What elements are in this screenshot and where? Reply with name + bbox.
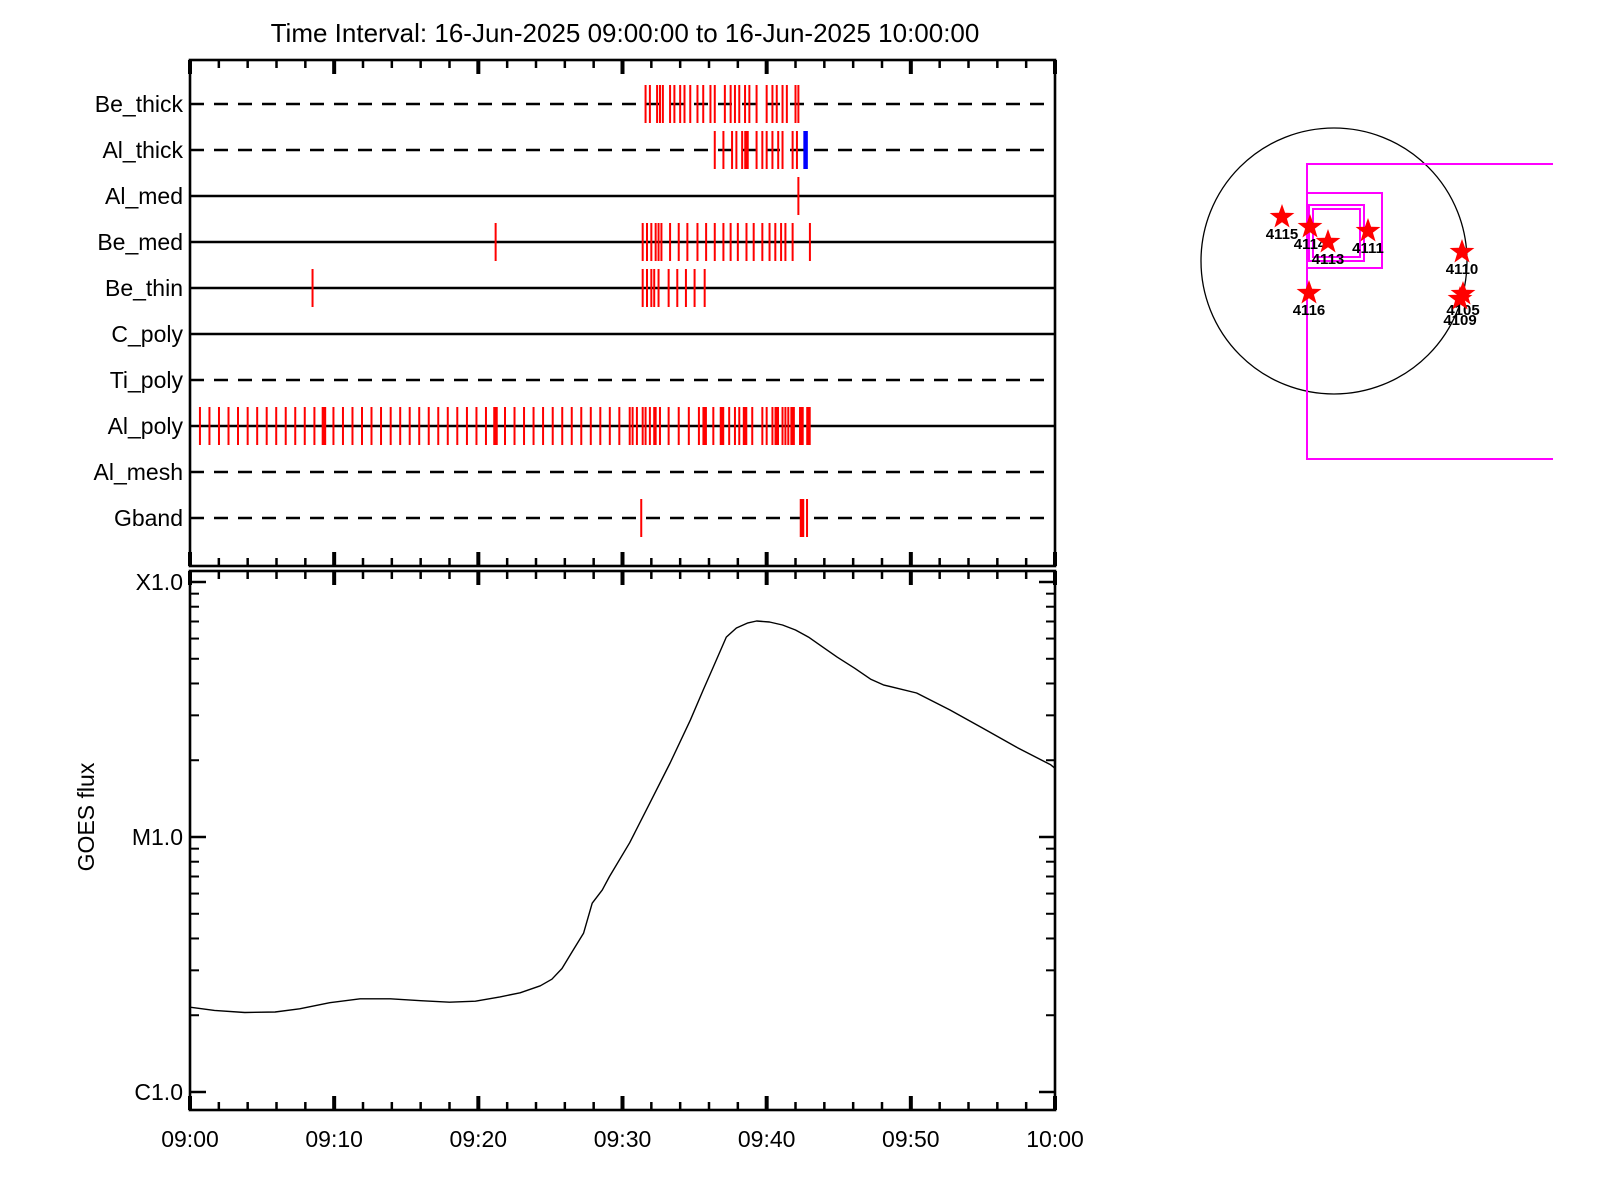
filter-timeline-panel: Be_thick Al_thick Al_med Be_med Be_thin C_pol… (94, 58, 1057, 568)
filter-label-c_poly: C_poly (111, 321, 183, 347)
active-region-label-4115: 4115 (1266, 226, 1299, 243)
goes-y-tick-label-c10: C1.0 (134, 1079, 183, 1105)
filter-label-be_med: Be_med (97, 229, 183, 255)
filter-label-gband: Gband (114, 505, 183, 531)
goes-x-tick-label-0950: 09:50 (882, 1126, 940, 1152)
goes-flux-curve (189, 620, 1056, 1014)
goes-x-tick-label-1000: 10:00 (1026, 1126, 1084, 1152)
fov-box-0 (1306, 163, 1553, 460)
active-region-star-4116 (1296, 280, 1322, 304)
active-region-label-4116: 4116 (1293, 302, 1326, 319)
filter-label-al_med: Al_med (105, 183, 183, 209)
solar-limb-circle (1200, 127, 1468, 395)
goes-x-tick-label-0940: 09:40 (738, 1126, 796, 1152)
goes-y-axis-title: GOES flux (73, 762, 99, 871)
goes-y-tick-label-m10: M1.0 (132, 824, 183, 850)
active-region-star-4110 (1449, 239, 1475, 263)
timeline-panel-border (188, 58, 1057, 568)
filter-label-be_thin: Be_thin (105, 275, 183, 301)
goes-flux-panel: X1.0 M1.0 C1.0 09:00 09:10 09:20 09:30 09:40 09:… (73, 569, 1084, 1152)
active-region-label-4113: 4113 (1312, 251, 1345, 268)
goes-x-tick-label-0910: 09:10 (305, 1126, 363, 1152)
goes-y-tick-label-x10: X1.0 (136, 569, 183, 595)
goes-panel-border (188, 569, 1057, 1112)
filter-label-al_poly: Al_poly (108, 413, 184, 439)
active-region-star-4113 (1315, 229, 1341, 253)
active-region-star-4109 (1447, 286, 1473, 310)
active-region-star-4114 (1297, 214, 1323, 238)
filter-label-be_thick: Be_thick (95, 91, 184, 117)
active-region-star-4105 (1450, 281, 1476, 305)
active-region-label-4109: 4109 (1443, 312, 1476, 329)
active-region-label-4111: 4111 (1352, 240, 1384, 257)
goes-x-tick-label-0920: 09:20 (450, 1126, 508, 1152)
filter-label-al_mesh: Al_mesh (94, 459, 183, 485)
active-region-star-4115 (1269, 204, 1295, 228)
filter-label-al_thick: Al_thick (102, 137, 183, 163)
active-region-star-4111 (1355, 218, 1381, 242)
filter-label-ti_poly: Ti_poly (110, 367, 184, 393)
active-region-label-4110: 4110 (1446, 261, 1479, 278)
chart-title: Time Interval: 16-Jun-2025 09:00:00 to 1… (271, 18, 980, 48)
goes-x-tick-label-0900: 09:00 (161, 1126, 219, 1152)
goes-x-tick-label-0930: 09:30 (594, 1126, 652, 1152)
